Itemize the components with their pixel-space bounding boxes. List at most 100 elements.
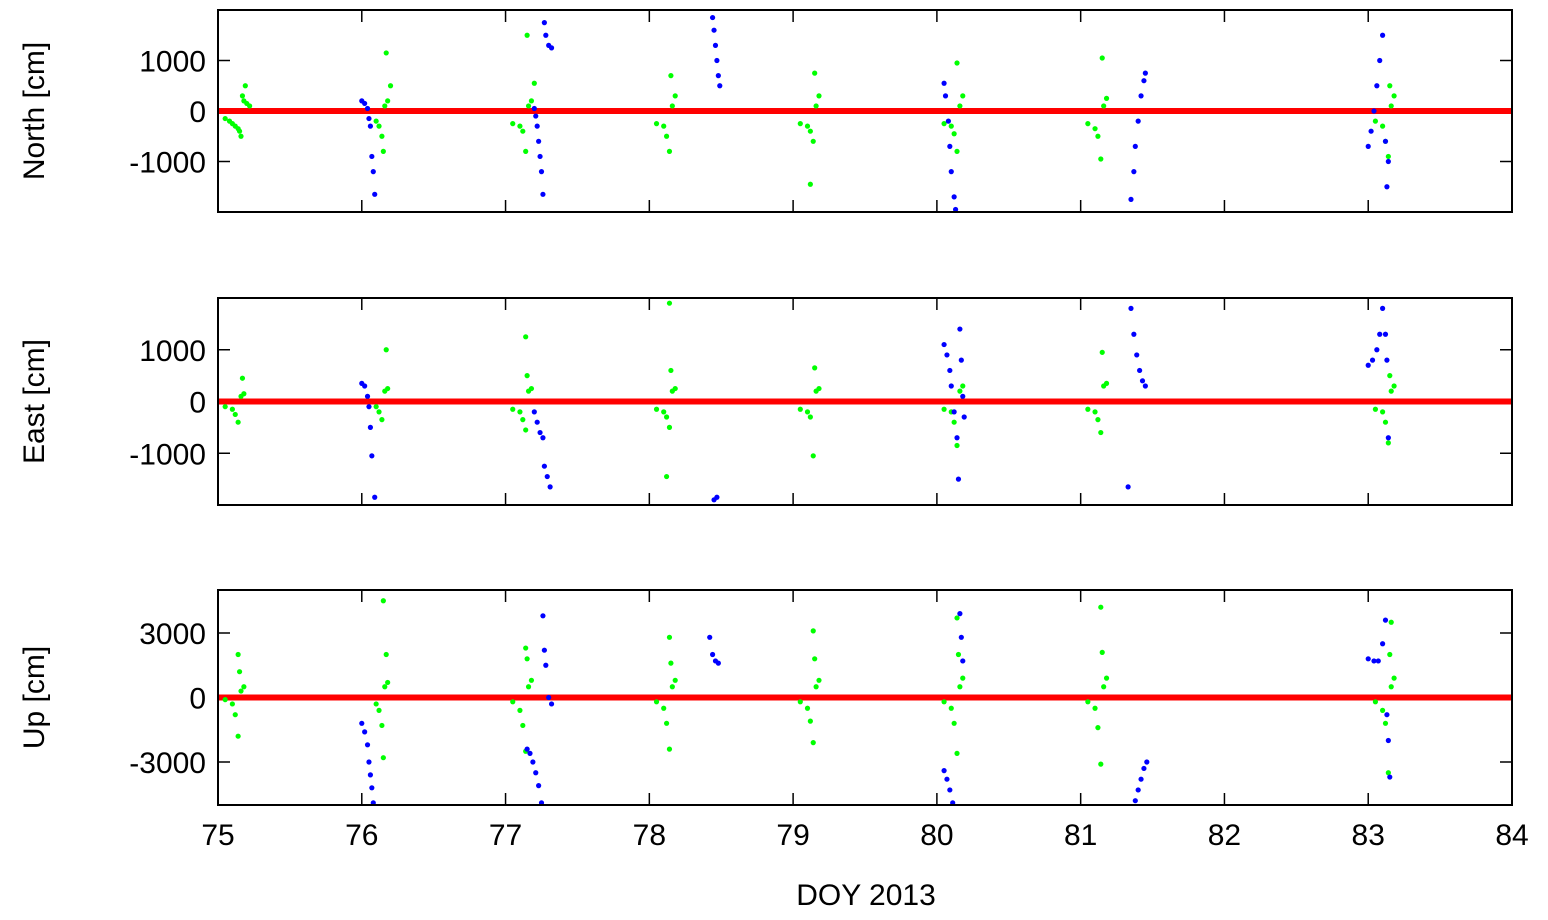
blue-point — [1137, 367, 1143, 374]
blue-point — [954, 435, 960, 441]
blue-point — [715, 73, 721, 79]
green-point — [941, 699, 947, 705]
green-point — [1380, 409, 1386, 415]
x-tick-label: 81 — [1064, 819, 1097, 852]
green-point — [1092, 126, 1098, 132]
blue-point — [1380, 32, 1386, 38]
green-point — [523, 148, 529, 154]
green-point — [236, 128, 243, 134]
blue-point — [942, 93, 949, 99]
green-point — [666, 746, 673, 752]
blue-point — [362, 729, 368, 735]
green-point — [385, 679, 391, 686]
blue-point — [372, 494, 378, 500]
blue-point — [1125, 484, 1131, 490]
blue-point — [709, 14, 716, 21]
blue-point — [370, 169, 376, 175]
green-point — [235, 733, 241, 739]
green-point — [661, 409, 667, 415]
green-point — [957, 684, 963, 690]
green-point — [520, 417, 526, 423]
blue-point — [948, 383, 954, 389]
green-point — [666, 148, 673, 154]
blue-point — [712, 42, 719, 48]
green-point — [242, 83, 248, 89]
green-point — [241, 684, 247, 690]
blue-point — [1374, 347, 1380, 353]
green-point — [1098, 156, 1104, 162]
green-point — [663, 414, 670, 420]
blue-point — [941, 341, 947, 348]
y-tick-label: 0 — [189, 683, 206, 716]
blue-point — [1138, 93, 1144, 99]
green-point — [1372, 118, 1379, 124]
blue-point — [541, 647, 547, 653]
blue-point — [958, 357, 964, 363]
green-point — [510, 121, 516, 127]
x-tick-label: 76 — [345, 819, 378, 852]
green-point — [517, 409, 523, 415]
blue-point — [1385, 435, 1391, 441]
x-tick-label: 77 — [489, 819, 522, 852]
blue-point — [1384, 357, 1390, 363]
green-point — [524, 373, 530, 379]
green-point — [668, 660, 674, 666]
x-tick-label: 84 — [1495, 819, 1528, 852]
blue-point — [1371, 658, 1377, 664]
green-point — [523, 427, 529, 433]
green-point — [666, 300, 673, 306]
green-point — [380, 598, 386, 604]
blue-point — [538, 800, 545, 805]
blue-point — [364, 742, 371, 748]
green-point — [1385, 770, 1391, 776]
green-point — [379, 133, 385, 139]
green-point — [1388, 684, 1394, 690]
green-point — [235, 419, 241, 425]
blue-point — [1132, 143, 1138, 149]
blue-point — [537, 429, 543, 436]
green-point — [960, 675, 966, 681]
green-point — [661, 123, 667, 129]
blue-point — [1384, 184, 1390, 190]
blue-point — [1132, 798, 1138, 804]
green-point — [373, 118, 379, 124]
green-point — [1085, 406, 1091, 412]
green-point — [1385, 440, 1391, 446]
blue-point — [364, 105, 371, 112]
green-point — [373, 701, 379, 707]
blue-point — [948, 169, 954, 175]
green-point — [653, 406, 660, 412]
green-point — [663, 473, 670, 480]
plot-area — [218, 14, 1512, 212]
green-point — [382, 684, 388, 690]
blue-point — [364, 393, 371, 399]
green-point — [941, 406, 947, 412]
blue-point — [1144, 759, 1150, 765]
green-point — [960, 93, 966, 99]
green-point — [955, 651, 962, 658]
blue-point — [1385, 737, 1391, 744]
blue-point — [1377, 331, 1383, 337]
green-point — [373, 404, 379, 410]
blue-point — [960, 658, 966, 664]
blue-point — [1368, 128, 1374, 134]
y-tick-label: 0 — [189, 96, 206, 129]
green-point — [1388, 388, 1394, 394]
green-point — [383, 347, 389, 353]
y-axis-label: East [cm] — [18, 339, 51, 464]
green-point — [531, 80, 537, 86]
green-point — [1391, 93, 1397, 99]
green-point — [222, 404, 228, 410]
blue-point — [958, 634, 964, 640]
green-point — [517, 123, 523, 129]
blue-point — [366, 759, 372, 765]
green-point — [1085, 121, 1091, 127]
blue-point — [1142, 383, 1148, 389]
blue-point — [1135, 787, 1141, 793]
green-point — [239, 375, 246, 381]
blue-point — [367, 424, 374, 430]
green-point — [957, 103, 963, 109]
blue-point — [366, 115, 372, 122]
green-point — [804, 409, 811, 415]
